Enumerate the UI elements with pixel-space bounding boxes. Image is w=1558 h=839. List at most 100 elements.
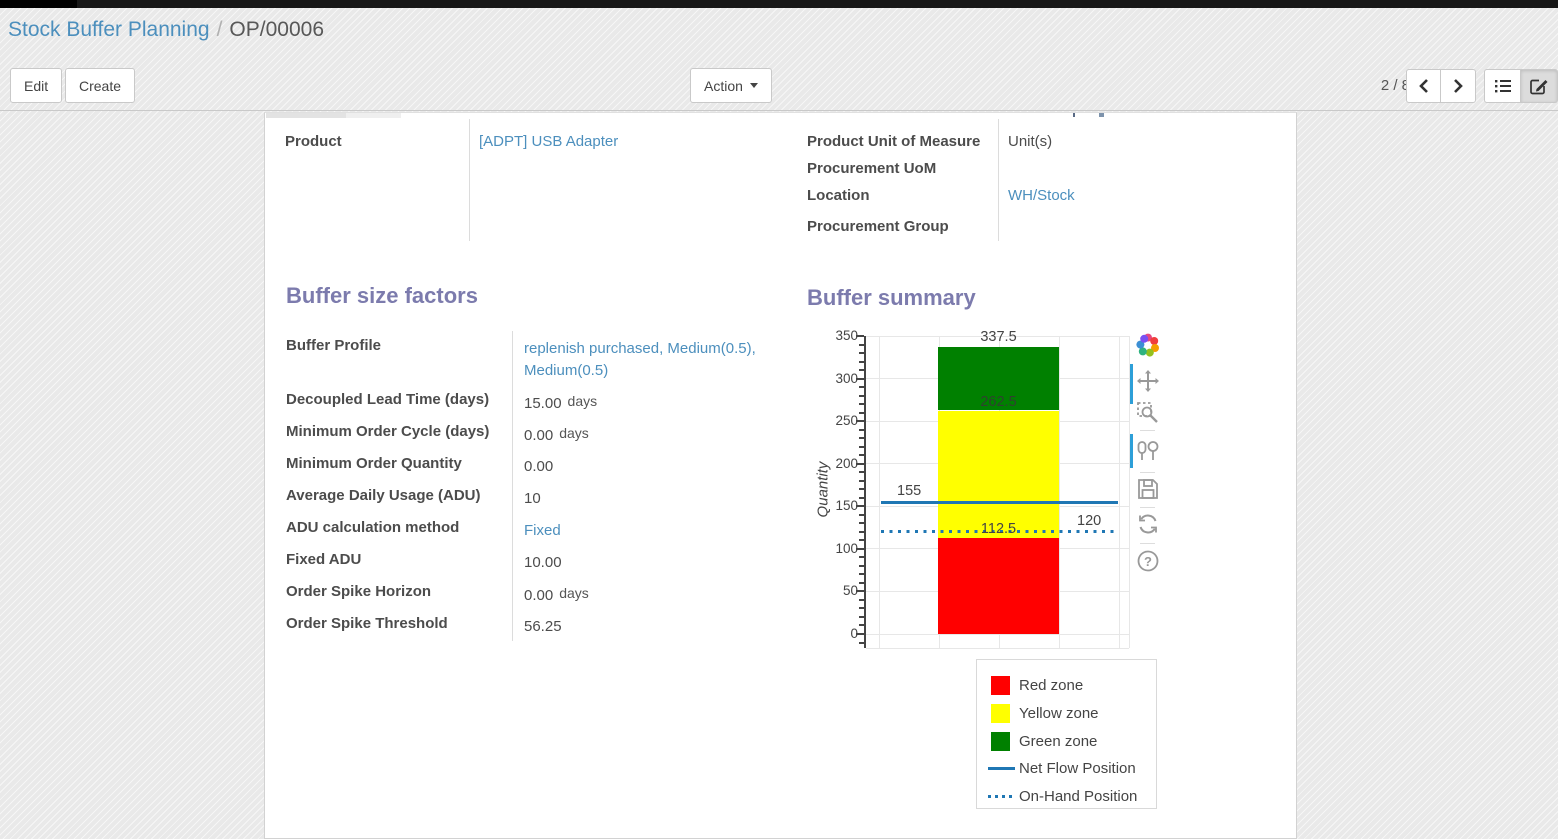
y-tick-label: 0	[850, 626, 858, 641]
modebar-separator	[1140, 472, 1155, 473]
clipped-row-fragment	[266, 113, 346, 118]
major-tick	[856, 462, 864, 465]
legend-label: Green zone	[1019, 732, 1098, 750]
minor-tick	[859, 360, 864, 363]
compare-hover-icon[interactable]	[1136, 439, 1160, 463]
minor-tick	[859, 624, 864, 627]
minor-tick	[859, 539, 864, 542]
previous-record-button[interactable]	[1406, 69, 1441, 103]
field-row-adu-method: ADU calculation method Fixed	[286, 513, 766, 545]
plotly-logo-icon[interactable]	[1136, 333, 1160, 357]
procurement-uom-label: Procurement UoM	[807, 160, 937, 177]
svg-text:?: ?	[1144, 554, 1152, 569]
moc-label: Minimum Order Cycle (days)	[286, 423, 490, 440]
procurement-field-group: Product Unit of Measure Unit(s) Procurem…	[807, 119, 1297, 241]
edit-button[interactable]: Edit	[10, 68, 63, 103]
chevron-left-icon	[1418, 79, 1428, 93]
modebar-active-indicator	[1130, 364, 1133, 404]
minor-tick	[859, 488, 864, 491]
location-value-link[interactable]: WH/Stock	[1008, 187, 1075, 204]
form-sheet: Product [ADPT] USB Adapter Product Unit …	[264, 112, 1297, 839]
product-label: Product	[285, 133, 342, 150]
modebar-active-indicator	[1130, 434, 1133, 468]
minor-tick	[859, 445, 864, 448]
net-flow-swatch	[988, 766, 1015, 770]
net-flow-value-label: 155	[897, 483, 922, 500]
buffer-size-factors-group: Buffer Profile replenish purchased, Medi…	[286, 331, 766, 641]
minor-tick	[859, 386, 864, 389]
green-bottom-value-label: 262.5	[980, 393, 1017, 410]
minor-tick	[859, 454, 864, 457]
legend-item-yellow-zone[interactable]: Yellow zone	[977, 701, 1156, 725]
green-top-value-label: 337.5	[980, 328, 1017, 345]
breadcrumb: Stock Buffer Planning / OP/00006	[8, 18, 324, 42]
form-view-button[interactable]	[1521, 69, 1558, 103]
legend-label: Red zone	[1019, 676, 1084, 694]
spike-threshold-value: 56.25	[524, 618, 562, 635]
minor-tick	[859, 607, 864, 610]
major-tick	[856, 505, 864, 508]
form-toolbar: Edit Create Action 2 / 8	[0, 60, 1558, 111]
legend-item-net-flow[interactable]: Net Flow Position	[977, 756, 1156, 780]
dlt-suffix: days	[567, 393, 598, 409]
legend-item-on-hand[interactable]: On-Hand Position	[977, 784, 1156, 808]
minor-tick	[859, 556, 864, 559]
legend-label: On-Hand Position	[1019, 787, 1138, 805]
adu-method-label: ADU calculation method	[286, 519, 460, 536]
legend-item-red-zone[interactable]: Red zone	[977, 673, 1156, 697]
major-tick	[856, 590, 864, 593]
adu-value: 10	[524, 490, 541, 507]
save-icon[interactable]	[1136, 477, 1160, 501]
clipped-text-fragment	[1073, 113, 1075, 117]
adu-method-value-link[interactable]: Fixed	[524, 522, 561, 539]
moc-suffix: days	[559, 425, 589, 441]
v-gridline	[1059, 336, 1060, 648]
reset-axes-icon[interactable]	[1136, 512, 1160, 536]
legend-item-green-zone[interactable]: Green zone	[977, 729, 1156, 753]
minor-tick	[859, 615, 864, 618]
product-uom-label: Product Unit of Measure	[807, 133, 981, 150]
field-row-min-order-qty: Minimum Order Quantity 0.00	[286, 449, 766, 481]
buffer-summary-title: Buffer summary	[807, 285, 976, 310]
net-flow-position-line	[881, 500, 1118, 504]
h-gridline	[866, 335, 1129, 337]
chart-plot-area[interactable]: Quantity 0 50 100 150 200 250 300 350 337.5 262.5…	[805, 328, 1145, 665]
modebar-separator	[1140, 430, 1155, 431]
zoom-box-icon[interactable]	[1136, 401, 1160, 425]
procurement-group-label: Procurement Group	[807, 218, 949, 235]
field-row-spike-horizon: Order Spike Horizon 0.00 days	[286, 577, 766, 609]
minor-tick	[859, 394, 864, 397]
y-tick-label: 250	[835, 413, 858, 429]
y-tick-label: 100	[835, 540, 858, 556]
minor-tick	[859, 411, 864, 414]
list-view-button[interactable]	[1484, 69, 1521, 103]
buffer-profile-value-link[interactable]: replenish purchased, Medium(0.5), Medium…	[524, 340, 756, 379]
chevron-right-icon	[1454, 79, 1463, 93]
major-tick	[856, 420, 864, 423]
breadcrumb-parent-link[interactable]: Stock Buffer Planning	[8, 18, 210, 41]
product-value-link[interactable]: [ADPT] USB Adapter	[479, 133, 619, 150]
minor-tick	[859, 496, 864, 499]
legend-label: Yellow zone	[1019, 704, 1099, 722]
next-record-button[interactable]	[1441, 69, 1476, 103]
minor-tick	[859, 369, 864, 372]
action-label: Action	[704, 77, 743, 94]
buffer-size-factors-title: Buffer size factors	[286, 283, 478, 308]
spike-horizon-label: Order Spike Horizon	[286, 583, 432, 600]
pan-icon[interactable]	[1136, 369, 1160, 393]
yellow-zone-swatch	[991, 703, 1010, 723]
minor-tick	[859, 513, 864, 516]
create-button[interactable]: Create	[65, 68, 136, 103]
breadcrumb-separator: /	[216, 18, 223, 41]
label-value-divider	[998, 119, 999, 241]
green-zone-bar	[938, 346, 1059, 411]
modebar-separator	[1140, 543, 1155, 544]
product-field-group: Product [ADPT] USB Adapter	[285, 119, 785, 241]
field-row-uom: Product Unit of Measure Unit(s)	[807, 119, 1297, 150]
top-menu-bar-left-segment	[0, 0, 77, 8]
dropdown-caret-icon	[749, 83, 758, 88]
help-icon[interactable]: ?	[1136, 549, 1160, 573]
action-dropdown-button[interactable]: Action	[690, 68, 772, 103]
minor-tick	[859, 641, 864, 644]
moq-value: 0.00	[524, 458, 554, 475]
